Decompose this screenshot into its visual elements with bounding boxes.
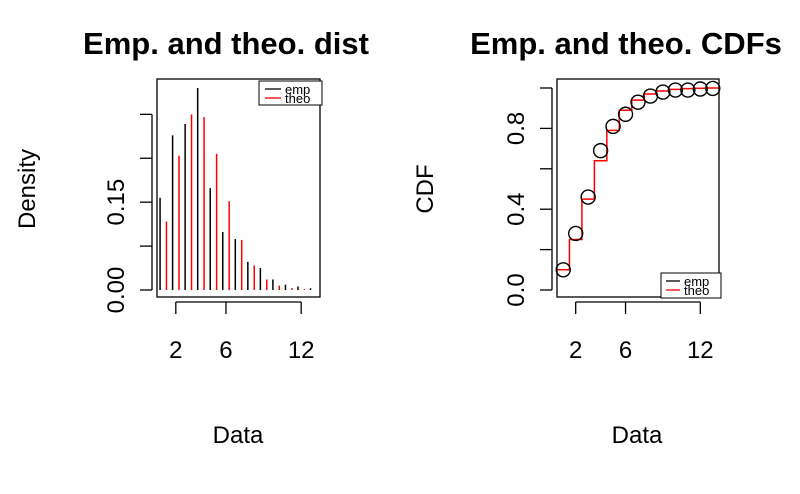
cdf-chart-title: Emp. and theo. CDFs (470, 26, 782, 61)
cdf-emp-point (580, 189, 596, 205)
cdf-plot-frame (556, 78, 720, 298)
density-legend-emp-label: emp (285, 82, 310, 97)
cdf-legend-emp-label: emp (684, 274, 709, 289)
cdf-emp-point (605, 118, 621, 135)
density-chart-title: Emp. and theo. dist (83, 26, 369, 61)
cdf-emp-point (680, 82, 696, 98)
density-y-tick-label: 0.00 (103, 267, 130, 314)
cdf-emp-point (555, 262, 571, 278)
density-x-tick-label: 12 (288, 337, 315, 364)
cdf-emp-point (705, 80, 721, 97)
cdf-emp-point (630, 94, 646, 110)
cdf-emp-point (655, 84, 671, 100)
density-y-axis-label: Density (14, 149, 41, 229)
cdf-legend: emp theo (660, 272, 722, 299)
cdf-legend-theo-label: theo (684, 283, 709, 298)
cdf-y-tick-label: 0.0 (503, 273, 530, 306)
density-x-tick-label: 6 (219, 337, 232, 364)
cdf-x-tick-label: 2 (569, 337, 582, 364)
density-legend: emp theo (258, 80, 323, 106)
cdf-y-tick-label: 0.8 (503, 112, 530, 145)
cdf-emp-point (567, 225, 584, 242)
cdf-x-tick-label: 6 (619, 337, 632, 364)
cdf-panel: Emp. and theo. CDFs Data CDF 2 6 12 0.0 0.4 0… (412, 26, 782, 449)
cdf-emp-point (592, 142, 609, 159)
cdf-theo-step (557, 87, 719, 271)
density-panel: Emp. and theo. dist Data Density 2 6 12 0.0… (14, 26, 369, 449)
cdf-x-tick-label: 12 (687, 337, 714, 364)
cdf-emp-point (617, 106, 634, 122)
density-x-tick-label: 2 (169, 337, 182, 364)
cdf-legend-box (660, 272, 722, 299)
density-bars (159, 88, 312, 290)
cdf-y-tick-label: 0.4 (503, 193, 530, 226)
density-x-axis-label: Data (213, 422, 264, 449)
cdf-emp-point (692, 81, 709, 97)
density-y-tick-label: 0.15 (103, 179, 130, 226)
cdf-emp-point (667, 82, 684, 98)
cdf-theo-line (557, 87, 719, 271)
density-plot-frame (156, 78, 321, 298)
cdf-emp-points (555, 80, 721, 278)
cdf-x-axis-label: Data (612, 422, 663, 449)
density-legend-theo-label: theo (285, 91, 310, 106)
density-axes: 2 6 12 0.00 0.15 (103, 113, 315, 364)
cdf-y-axis-label: CDF (412, 164, 439, 213)
cdf-axes: 2 6 12 0.0 0.4 0.8 (503, 87, 714, 364)
density-legend-box (258, 80, 323, 106)
